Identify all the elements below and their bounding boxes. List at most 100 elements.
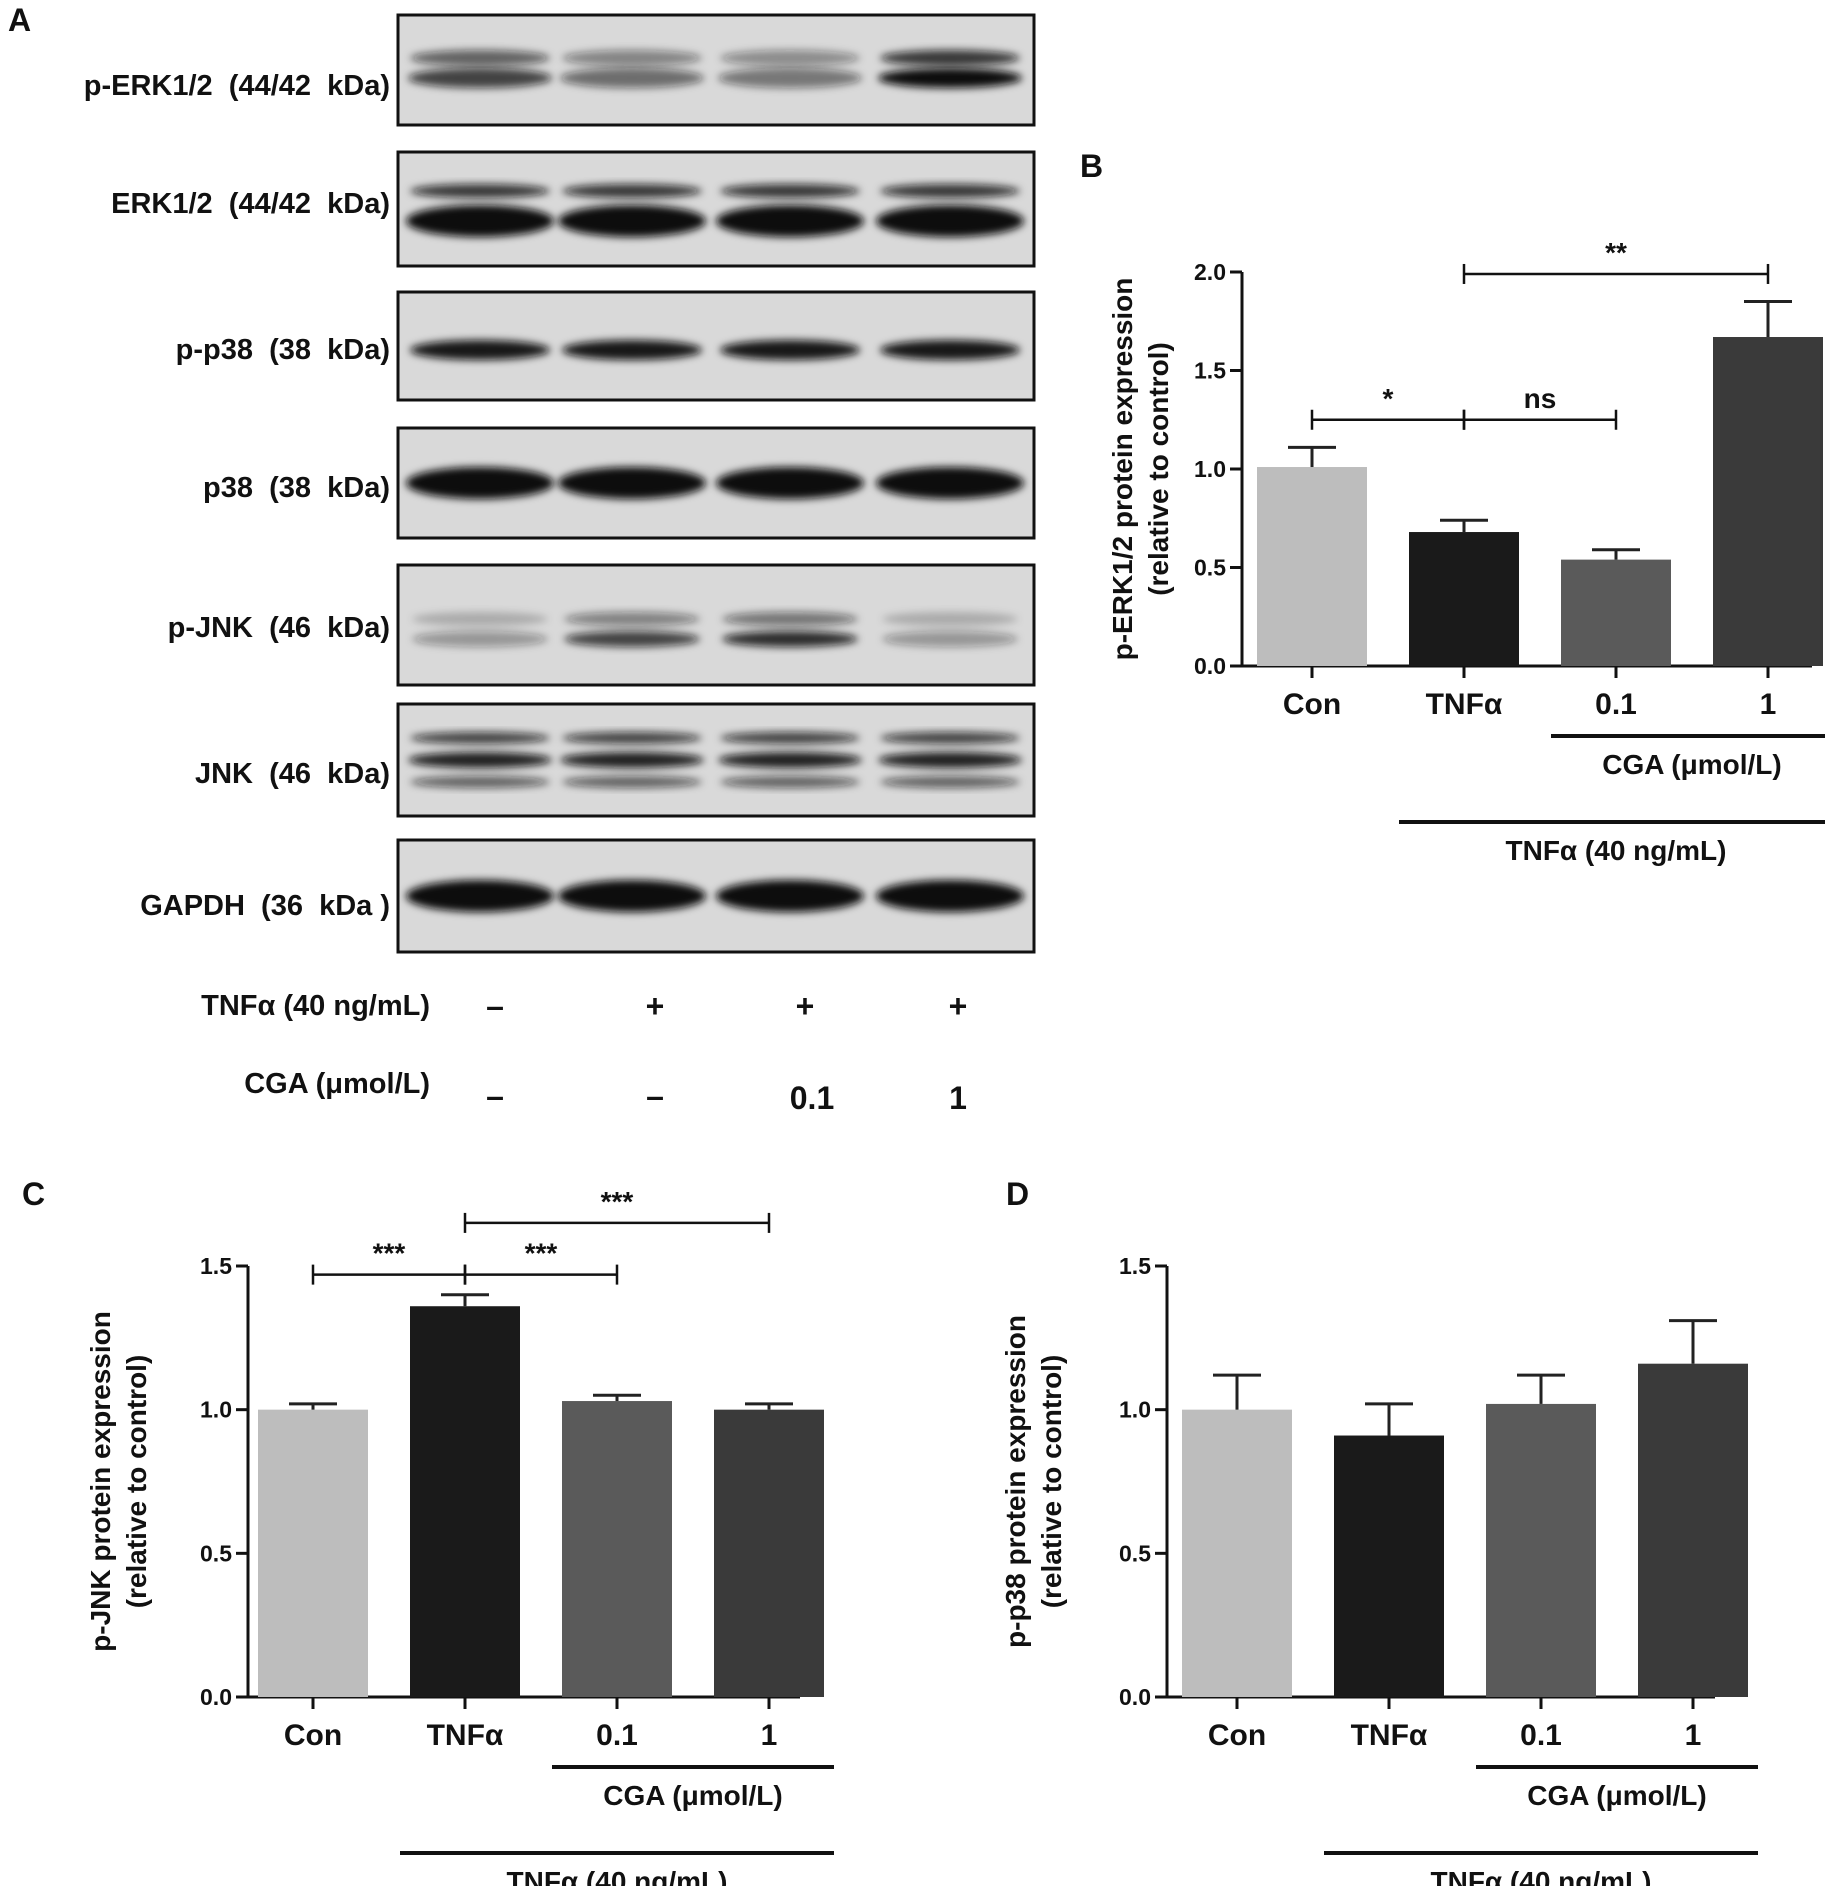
x-tick-label: TNFα bbox=[1426, 688, 1503, 721]
blot-band bbox=[878, 752, 1022, 768]
significance-label: *** bbox=[525, 1238, 558, 1269]
blot-band bbox=[410, 184, 550, 198]
bar-3 bbox=[1561, 559, 1671, 666]
blot-band bbox=[406, 880, 554, 912]
blot-band bbox=[558, 880, 706, 912]
y-tick-label: 0.0 bbox=[1119, 1684, 1151, 1710]
blot-label-p-p38: p-p38 (38 kDa) bbox=[175, 334, 390, 366]
blot-band bbox=[562, 50, 702, 66]
blot-label-gapdh: GAPDH (36 kDa ) bbox=[140, 890, 390, 922]
x-tick-label: 1 bbox=[1760, 688, 1777, 721]
blot-band bbox=[412, 612, 548, 626]
y-axis-title: p-p38 protein expression bbox=[1000, 1315, 1031, 1648]
blot-label-p-erk: p-ERK1/2 (44/42 kDa) bbox=[83, 70, 390, 102]
x-tick-label: Con bbox=[1208, 1719, 1266, 1752]
bar-4 bbox=[1713, 337, 1823, 666]
x-tick-label: 1 bbox=[761, 1719, 778, 1752]
y-tick-label: 1.0 bbox=[1119, 1397, 1151, 1423]
bar-4 bbox=[714, 1409, 824, 1697]
y-tick-label: 2.0 bbox=[1194, 259, 1226, 285]
bar-3 bbox=[562, 1401, 672, 1697]
blot-band bbox=[880, 732, 1020, 744]
y-tick-label: 0.0 bbox=[1194, 653, 1226, 679]
chart-panel-c: 0.0 0.5 1.0 1.5 Con TNFα 0.1 1 *** *** *** CGA (μmo… bbox=[85, 1186, 834, 1886]
blot-band bbox=[876, 467, 1024, 499]
panel-letter-c: C bbox=[22, 1176, 46, 1212]
blot-band bbox=[716, 205, 864, 237]
blot-band bbox=[560, 68, 704, 88]
blot-row-6 bbox=[396, 702, 1036, 818]
condition-label-cga: CGA (μmol/L) bbox=[244, 1068, 430, 1100]
blot-band bbox=[410, 732, 550, 744]
y-tick-label: 1.0 bbox=[1194, 456, 1226, 482]
blot-label-p-jnk: p-JNK (46 kDa) bbox=[167, 612, 390, 644]
significance-label: ns bbox=[1524, 383, 1557, 414]
y-axis-title: p-ERK1/2 protein expression bbox=[1107, 278, 1138, 661]
group-label: CGA (μmol/L) bbox=[603, 1780, 782, 1811]
x-tick-label: TNFα bbox=[1351, 1719, 1428, 1752]
blot-label-erk: ERK1/2 (44/42 kDa) bbox=[111, 188, 390, 220]
panel-letter-a: A bbox=[8, 2, 32, 38]
blot-band bbox=[562, 184, 702, 198]
panel-letter-b: B bbox=[1080, 148, 1104, 184]
significance-label: ** bbox=[1605, 237, 1627, 268]
tnf-mark-lane-4: + bbox=[948, 988, 968, 1024]
blot-band bbox=[882, 631, 1018, 647]
y-tick-label: 1.5 bbox=[1119, 1253, 1151, 1279]
blot-band bbox=[720, 50, 860, 66]
blot-band bbox=[406, 467, 554, 499]
blot-band bbox=[406, 205, 554, 237]
significance-label: *** bbox=[373, 1238, 406, 1269]
blot-band bbox=[410, 340, 550, 360]
blot-band bbox=[716, 880, 864, 912]
blot-band bbox=[876, 880, 1024, 912]
blot-band bbox=[720, 184, 860, 198]
y-axis-title-line-2: (relative to control) bbox=[1036, 1355, 1067, 1609]
y-axis-title: p-JNK protein expression bbox=[85, 1311, 116, 1652]
bar-2 bbox=[1334, 1435, 1444, 1697]
blot-band bbox=[558, 205, 706, 237]
cga-mark-lane-4: 1 bbox=[949, 1080, 967, 1116]
blot-band bbox=[880, 50, 1020, 66]
blot-band bbox=[410, 776, 550, 788]
x-tick-label: 0.1 bbox=[1595, 688, 1637, 721]
group-label: CGA (μmol/L) bbox=[1527, 1780, 1706, 1811]
blot-row-7 bbox=[396, 838, 1036, 954]
bar-3 bbox=[1486, 1403, 1596, 1697]
y-axis-title-line-2: (relative to control) bbox=[121, 1355, 152, 1609]
blot-row-2 bbox=[396, 150, 1036, 268]
blot-band bbox=[408, 752, 552, 768]
blot-band bbox=[880, 340, 1020, 360]
blot-row-4 bbox=[396, 426, 1036, 540]
blot-band bbox=[722, 631, 858, 647]
blot-band bbox=[562, 732, 702, 744]
blot-band bbox=[880, 184, 1020, 198]
x-tick-label: 0.1 bbox=[596, 1719, 638, 1752]
y-tick-label: 0.0 bbox=[200, 1684, 232, 1710]
y-tick-label: 0.5 bbox=[1119, 1540, 1151, 1566]
blot-band bbox=[720, 776, 860, 788]
x-tick-label: Con bbox=[1283, 688, 1341, 721]
y-tick-label: 1.5 bbox=[1194, 358, 1226, 384]
blot-band bbox=[720, 340, 860, 360]
blot-band bbox=[564, 631, 700, 647]
y-tick-label: 0.5 bbox=[200, 1540, 232, 1566]
significance-label: *** bbox=[601, 1186, 634, 1217]
blot-band bbox=[716, 467, 864, 499]
group-label: TNFα (40 ng/mL) bbox=[1506, 835, 1727, 866]
tnf-mark-lane-1: – bbox=[486, 988, 504, 1024]
y-tick-label: 1.0 bbox=[200, 1397, 232, 1423]
chart-panel-b: 0.0 0.5 1.0 1.5 2.0 Con TNFα 0.1 1 * ns ** CGA (μmol… bbox=[1107, 237, 1825, 866]
y-tick-label: 0.5 bbox=[1194, 555, 1226, 581]
x-tick-label: 0.1 bbox=[1520, 1719, 1562, 1752]
cga-mark-lane-1: – bbox=[486, 1078, 504, 1114]
condition-label-tnf: TNFα (40 ng/mL) bbox=[201, 990, 430, 1022]
chart-panel-d: 0.0 0.5 1.0 1.5 Con TNFα 0.1 1 CGA (μmol/L) TNFα … bbox=[1000, 1253, 1758, 1886]
blot-band bbox=[878, 68, 1022, 88]
blot-band bbox=[558, 467, 706, 499]
blot-band bbox=[722, 612, 858, 626]
blot-row-1 bbox=[396, 13, 1036, 127]
bar-1 bbox=[1182, 1409, 1292, 1697]
blot-band bbox=[880, 776, 1020, 788]
significance-label: * bbox=[1383, 383, 1394, 414]
